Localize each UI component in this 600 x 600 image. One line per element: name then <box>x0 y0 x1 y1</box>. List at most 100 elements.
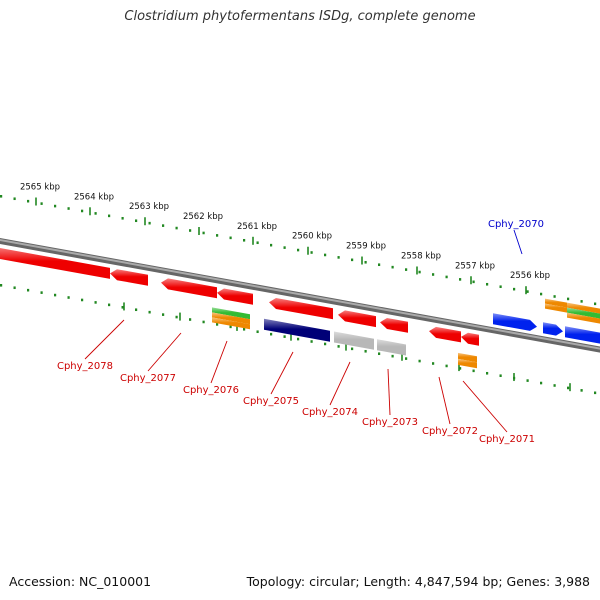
scale-dot <box>27 199 30 203</box>
genome-title: Clostridium phytofermentans ISDg, comple… <box>124 9 476 24</box>
scale-dot <box>67 296 70 299</box>
accession-text: Accession: NC_010001 <box>9 574 152 589</box>
scale-dot <box>175 226 178 230</box>
feature-green <box>567 307 600 319</box>
scale-dot <box>108 214 111 218</box>
feature-orange <box>567 302 600 314</box>
gene-leader-line <box>329 361 351 406</box>
scale-dot <box>472 369 475 373</box>
scale-dot <box>580 300 583 303</box>
scale-dot <box>459 278 462 281</box>
scale-dot <box>13 197 16 201</box>
scale-dot <box>526 379 529 382</box>
scale-dot <box>0 284 3 287</box>
scale-dot <box>405 357 408 360</box>
scale-dot <box>202 320 205 324</box>
scale-dot <box>418 359 421 363</box>
scale-dot <box>135 219 138 223</box>
scale-dot <box>121 216 124 220</box>
scale-label: 2559 kbp <box>346 242 386 252</box>
gene-label: Cphy_2078 <box>57 361 113 372</box>
scale-dot <box>486 282 489 286</box>
scale-dot <box>526 290 529 293</box>
scale-dot <box>499 285 502 289</box>
gene-cphy-2071 <box>461 332 479 346</box>
scale-dot <box>337 345 340 348</box>
scale-dot <box>243 327 246 331</box>
gene-cphy-2073 <box>380 318 408 333</box>
scale-dot <box>94 212 97 215</box>
gene-leader-line <box>147 332 182 372</box>
scale-dot <box>256 241 259 245</box>
scale-dot <box>297 337 300 341</box>
scale-dot <box>405 268 408 271</box>
feature-orange <box>458 352 477 363</box>
gene-leader-line <box>387 368 391 416</box>
scale-dot <box>391 265 394 269</box>
scale-dot <box>216 323 219 326</box>
gene-forward-3 <box>565 326 600 344</box>
feature-gray <box>334 331 374 350</box>
scale-dot <box>189 318 192 321</box>
feature-orange <box>458 358 477 369</box>
gene-cphy-2070 <box>493 313 537 331</box>
scale-dot <box>499 374 502 378</box>
gene-label: Cphy_2077 <box>120 373 176 384</box>
gene-cphy-2076 <box>161 278 217 299</box>
scale-dot <box>378 263 381 267</box>
gene-label: Cphy_2075 <box>243 396 299 407</box>
scale-dot <box>148 310 151 314</box>
gene-cphy-2074 <box>338 310 376 328</box>
scale-dot <box>553 384 556 387</box>
scale-dot <box>567 297 570 301</box>
scale-dot <box>40 291 43 294</box>
scale-dot <box>310 340 313 343</box>
scale-dot <box>229 236 232 240</box>
scale-label: 2558 kbp <box>401 251 441 261</box>
gene-label: Cphy_2074 <box>302 407 358 418</box>
scale-dot <box>81 209 84 213</box>
scale-dot <box>283 246 286 249</box>
scale-dot <box>486 371 489 375</box>
gene-cphy-2077 <box>110 269 148 286</box>
scale-dot <box>351 258 354 262</box>
scale-dot <box>243 238 246 242</box>
scale-dot <box>540 292 543 296</box>
scale-dot <box>432 362 435 365</box>
scale-dot <box>148 221 151 225</box>
scale-dot <box>216 234 219 237</box>
scale-dot <box>175 315 178 319</box>
topology-text: Topology: circular; Length: 4,847,594 bp… <box>246 574 590 589</box>
scale-dot <box>580 389 583 392</box>
gene-label: Cphy_2070 <box>488 219 544 230</box>
scale-dot <box>310 251 313 254</box>
scale-dot <box>202 231 205 235</box>
feature-orange <box>545 298 567 308</box>
scale-dot <box>445 275 448 279</box>
scale-dot <box>364 260 367 264</box>
scale-dot <box>337 256 340 259</box>
feature-navy <box>264 318 330 342</box>
gene-leader-line <box>210 340 228 384</box>
scale-dot <box>391 354 394 358</box>
scale-dot <box>162 313 165 316</box>
gene-leader-line <box>84 319 125 360</box>
feature-orange <box>212 317 250 330</box>
gene-cphy-2078 <box>0 248 110 279</box>
gene-cphy-2072 <box>429 326 461 343</box>
scale-dot <box>229 325 232 329</box>
scale-label: 2556 kbp <box>510 271 550 281</box>
gene-leader-line <box>270 351 294 395</box>
scale-dot <box>513 287 516 291</box>
scale-label: 2560 kbp <box>292 232 332 242</box>
scale-label: 2565 kbp <box>20 183 60 193</box>
scale-label: 2561 kbp <box>237 222 277 232</box>
scale-dot <box>364 349 367 353</box>
scale-dot <box>81 298 84 302</box>
gene-leader-line <box>438 376 451 425</box>
feature-gray <box>377 339 406 356</box>
gene-label: Cphy_2073 <box>362 417 418 428</box>
gene-forward-2 <box>543 322 563 336</box>
feature-orange <box>567 312 600 324</box>
